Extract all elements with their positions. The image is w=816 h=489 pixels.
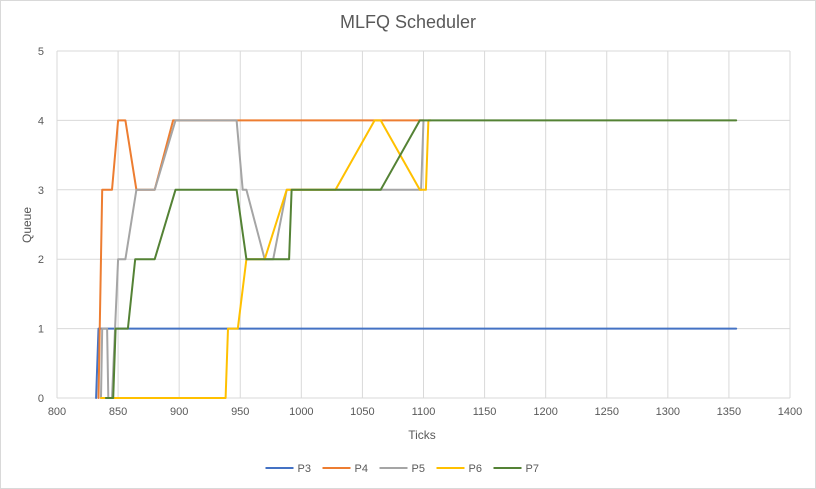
x-tick-label: 800 bbox=[48, 406, 66, 418]
y-axis-ticks: 0 1 2 3 4 5 bbox=[38, 46, 44, 405]
grid-lines bbox=[56, 50, 791, 399]
series-lines bbox=[95, 119, 738, 399]
x-tick-label: 900 bbox=[170, 406, 188, 418]
y-tick-label: 1 bbox=[38, 324, 44, 336]
x-tick-label: 1400 bbox=[778, 406, 802, 418]
legend-item-p7: P7 bbox=[493, 463, 539, 475]
legend-item-p5: P5 bbox=[379, 463, 425, 475]
x-tick-label: 850 bbox=[109, 406, 127, 418]
series-line-p7 bbox=[104, 119, 738, 399]
y-tick-label: 5 bbox=[38, 46, 44, 58]
legend: P3 P4 P5 P6 P7 bbox=[265, 463, 539, 475]
x-tick-label: 950 bbox=[231, 406, 249, 418]
legend-label: P3 bbox=[298, 463, 311, 475]
x-tick-label: 1150 bbox=[473, 406, 497, 418]
series-line-p3 bbox=[95, 327, 738, 399]
x-tick-label: 1300 bbox=[656, 406, 680, 418]
x-tick-label: 1000 bbox=[289, 406, 313, 418]
y-tick-label: 3 bbox=[38, 185, 44, 197]
chart-title: MLFQ Scheduler bbox=[340, 12, 476, 32]
y-tick-label: 2 bbox=[38, 254, 44, 266]
x-tick-label: 1100 bbox=[412, 406, 436, 418]
x-tick-label: 1350 bbox=[717, 406, 741, 418]
x-axis-ticks: 800 850 900 950 1000 1050 1100 1150 1200 1250 1300… bbox=[48, 406, 802, 418]
x-axis-label: Ticks bbox=[408, 428, 436, 442]
legend-label: P7 bbox=[526, 463, 539, 475]
legend-item-p6: P6 bbox=[436, 463, 482, 475]
legend-label: P6 bbox=[469, 463, 482, 475]
y-tick-label: 4 bbox=[38, 115, 44, 127]
legend-item-p3: P3 bbox=[265, 463, 311, 475]
legend-label: P4 bbox=[355, 463, 368, 475]
y-axis-label: Queue bbox=[20, 207, 34, 243]
legend-item-p4: P4 bbox=[322, 463, 368, 475]
x-tick-label: 1050 bbox=[350, 406, 374, 418]
y-tick-label: 0 bbox=[38, 393, 44, 405]
x-tick-label: 1250 bbox=[595, 406, 619, 418]
legend-label: P5 bbox=[412, 463, 425, 475]
x-tick-label: 1200 bbox=[533, 406, 557, 418]
